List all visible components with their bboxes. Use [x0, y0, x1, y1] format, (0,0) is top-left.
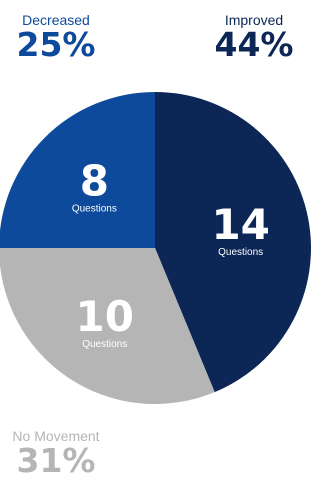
- improved-callout: Improved 44%: [198, 12, 310, 62]
- no-movement-callout: No Movement 31%: [2, 428, 110, 478]
- slice-unit-label-decreased: Questions: [72, 203, 117, 214]
- slice-value-no-movement: 10: [76, 292, 134, 341]
- decreased-label: Decreased: [22, 12, 90, 28]
- slice-unit-label-no-movement: Questions: [82, 339, 127, 350]
- slice-value-decreased: 8: [80, 156, 109, 205]
- pie-slice-improved: [155, 92, 312, 393]
- slice-unit-label-improved: Questions: [218, 247, 263, 258]
- decreased-percent: 25%: [16, 25, 96, 64]
- improved-percent: 44%: [214, 25, 294, 64]
- no-movement-percent: 31%: [16, 441, 96, 480]
- decreased-callout: Decreased 25%: [4, 12, 108, 62]
- no-movement-label: No Movement: [12, 428, 100, 444]
- pie-slice-no-movement: [0, 248, 215, 404]
- slice-value-improved: 14: [211, 200, 269, 249]
- pie-slice-decreased: [0, 92, 155, 248]
- improved-label: Improved: [224, 12, 284, 28]
